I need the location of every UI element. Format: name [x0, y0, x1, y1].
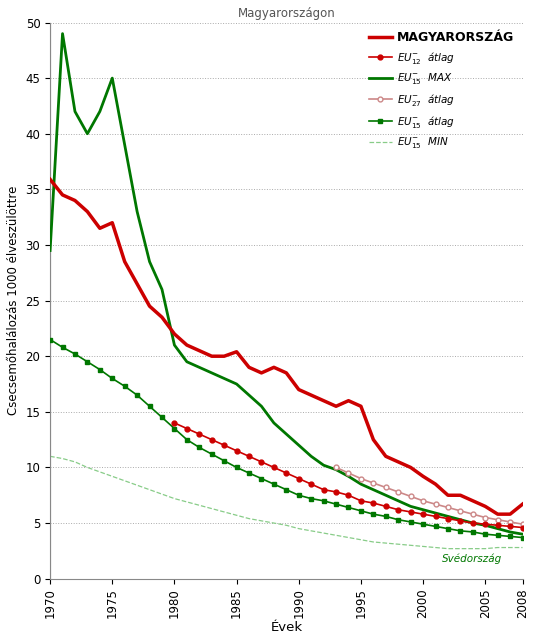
Title: Magyarországon: Magyarországon: [237, 7, 335, 20]
Legend: MAGYARORSZÁG, $EU^{-}_{12}$  átlag, $EU^{-}_{15}$  MAX, $EU^{-}_{27}$  átlag, $E: MAGYARORSZÁG, $EU^{-}_{12}$ átlag, $EU^{…: [366, 28, 517, 154]
Text: Svédország: Svédország: [442, 553, 502, 564]
Y-axis label: Csecsemőhalálozás 1000 élveszülöttre: Csecsemőhalálozás 1000 élveszülöttre: [7, 186, 20, 415]
X-axis label: Évek: Évek: [270, 621, 302, 634]
